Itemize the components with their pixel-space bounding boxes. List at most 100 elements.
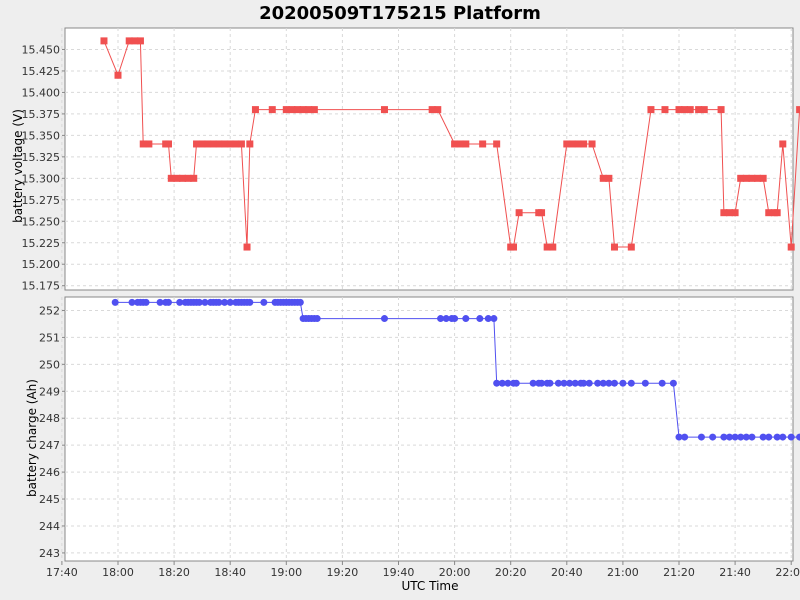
voltage-data-point <box>515 209 523 217</box>
voltage-y-tick-label: 15.225 <box>22 237 61 250</box>
voltage-data-point <box>538 209 546 217</box>
charge-data-point <box>504 379 512 387</box>
voltage-data-point <box>246 140 254 148</box>
charge-data-point <box>437 315 445 323</box>
voltage-data-point <box>125 37 133 45</box>
x-tick-label: 18:00 <box>102 566 134 579</box>
charge-data-point <box>697 433 705 441</box>
charge-data-point <box>498 379 506 387</box>
chart-title: 20200509T175215 Platform <box>259 3 541 24</box>
charge-y-tick-label: 249 <box>39 385 60 398</box>
voltage-data-point <box>164 140 172 148</box>
charge-data-point <box>765 433 773 441</box>
voltage-data-point <box>268 106 276 114</box>
voltage-data-point <box>184 174 192 182</box>
voltage-gridlines <box>61 28 793 290</box>
charge-data-point <box>201 298 209 306</box>
voltage-data-point <box>695 106 703 114</box>
charge-y-tick-label: 248 <box>39 412 60 425</box>
charge-data-point <box>599 379 607 387</box>
voltage-y-tick-label: 15.350 <box>22 129 61 142</box>
charge-y-tick-label: 245 <box>39 493 60 506</box>
charge-data-point <box>221 298 229 306</box>
charge-plot-area <box>64 296 794 562</box>
voltage-data-point <box>380 106 388 114</box>
x-tick-label: 18:40 <box>214 566 246 579</box>
x-tick-label: 17:40 <box>46 566 78 579</box>
voltage-data-point <box>647 106 655 114</box>
voltage-data-point <box>131 37 139 45</box>
x-tick-label: 21:20 <box>663 566 695 579</box>
charge-data-point <box>594 379 602 387</box>
voltage-data-point <box>251 106 259 114</box>
charge-data-point <box>476 315 484 323</box>
voltage-data-point <box>193 140 201 148</box>
x-tick-label: 21:00 <box>607 566 639 579</box>
voltage-data-point <box>796 106 800 114</box>
charge-data-point <box>128 298 136 306</box>
charge-data-point <box>681 433 689 441</box>
voltage-data-point <box>717 106 725 114</box>
charge-data-point <box>176 298 184 306</box>
charge-data-point <box>111 298 119 306</box>
voltage-data-point <box>167 174 175 182</box>
x-tick-label: 21:40 <box>719 566 751 579</box>
voltage-data-point <box>610 243 618 251</box>
charge-data-point <box>260 298 268 306</box>
charge-y-tick-label: 250 <box>39 358 60 371</box>
x-axis-label: UTC Time <box>402 579 459 593</box>
charge-data-point <box>627 379 635 387</box>
charge-data-point <box>538 379 546 387</box>
charge-data-point <box>546 379 554 387</box>
voltage-data-point <box>456 140 464 148</box>
voltage-data-point <box>748 174 756 182</box>
charge-data-point <box>226 298 234 306</box>
charge-data-point <box>725 433 733 441</box>
x-tick-label: 19:00 <box>270 566 302 579</box>
voltage-data-point <box>299 106 307 114</box>
voltage-plot-area <box>64 27 794 291</box>
voltage-data-point <box>232 140 240 148</box>
charge-data-point <box>566 379 574 387</box>
voltage-data-point <box>215 140 223 148</box>
charge-data-point <box>442 315 450 323</box>
charge-y-ticks: 243 244 245 246 247 248 249 250 251 252 <box>39 304 65 560</box>
charge-data-point <box>742 433 750 441</box>
voltage-data-point <box>288 106 296 114</box>
charge-data-point <box>451 315 459 323</box>
x-tick-label: 18:20 <box>158 566 190 579</box>
charge-data-point <box>779 433 787 441</box>
voltage-data-point <box>599 174 607 182</box>
voltage-data-point <box>787 243 795 251</box>
charge-data-point <box>731 433 739 441</box>
charge-data-point <box>720 433 728 441</box>
charge-data-point <box>709 433 717 441</box>
charge-data-point <box>484 315 492 323</box>
voltage-data-point <box>226 140 234 148</box>
voltage-y-tick-label: 15.325 <box>22 151 61 164</box>
voltage-y-tick-label: 15.175 <box>22 280 61 293</box>
charge-y-tick-label: 244 <box>39 520 60 533</box>
voltage-y-ticks: 15.175 15.200 15.225 15.250 15.275 15.300 15.3… <box>22 43 65 293</box>
voltage-data-point <box>754 174 762 182</box>
voltage-data-point <box>139 140 147 148</box>
voltage-data-point <box>759 174 767 182</box>
charge-data-point <box>737 433 745 441</box>
voltage-y-axis-label: battery voltage (V) <box>11 109 25 223</box>
voltage-data-point <box>580 140 588 148</box>
charge-data-point <box>675 433 683 441</box>
voltage-data-point <box>310 106 318 114</box>
charge-y-tick-label: 243 <box>39 547 60 560</box>
voltage-data-point <box>294 106 302 114</box>
voltage-data-point <box>563 140 571 148</box>
voltage-data-point <box>661 106 669 114</box>
charge-y-axis-label: battery charge (Ah) <box>25 379 39 497</box>
charge-data-point <box>773 433 781 441</box>
charge-data-point <box>215 298 223 306</box>
x-tick-label: 22:00 <box>775 566 800 579</box>
voltage-data-point <box>543 243 551 251</box>
charge-data-point <box>156 298 164 306</box>
charge-data-point <box>796 433 800 441</box>
voltage-series <box>100 37 800 251</box>
charge-data-point <box>529 379 537 387</box>
